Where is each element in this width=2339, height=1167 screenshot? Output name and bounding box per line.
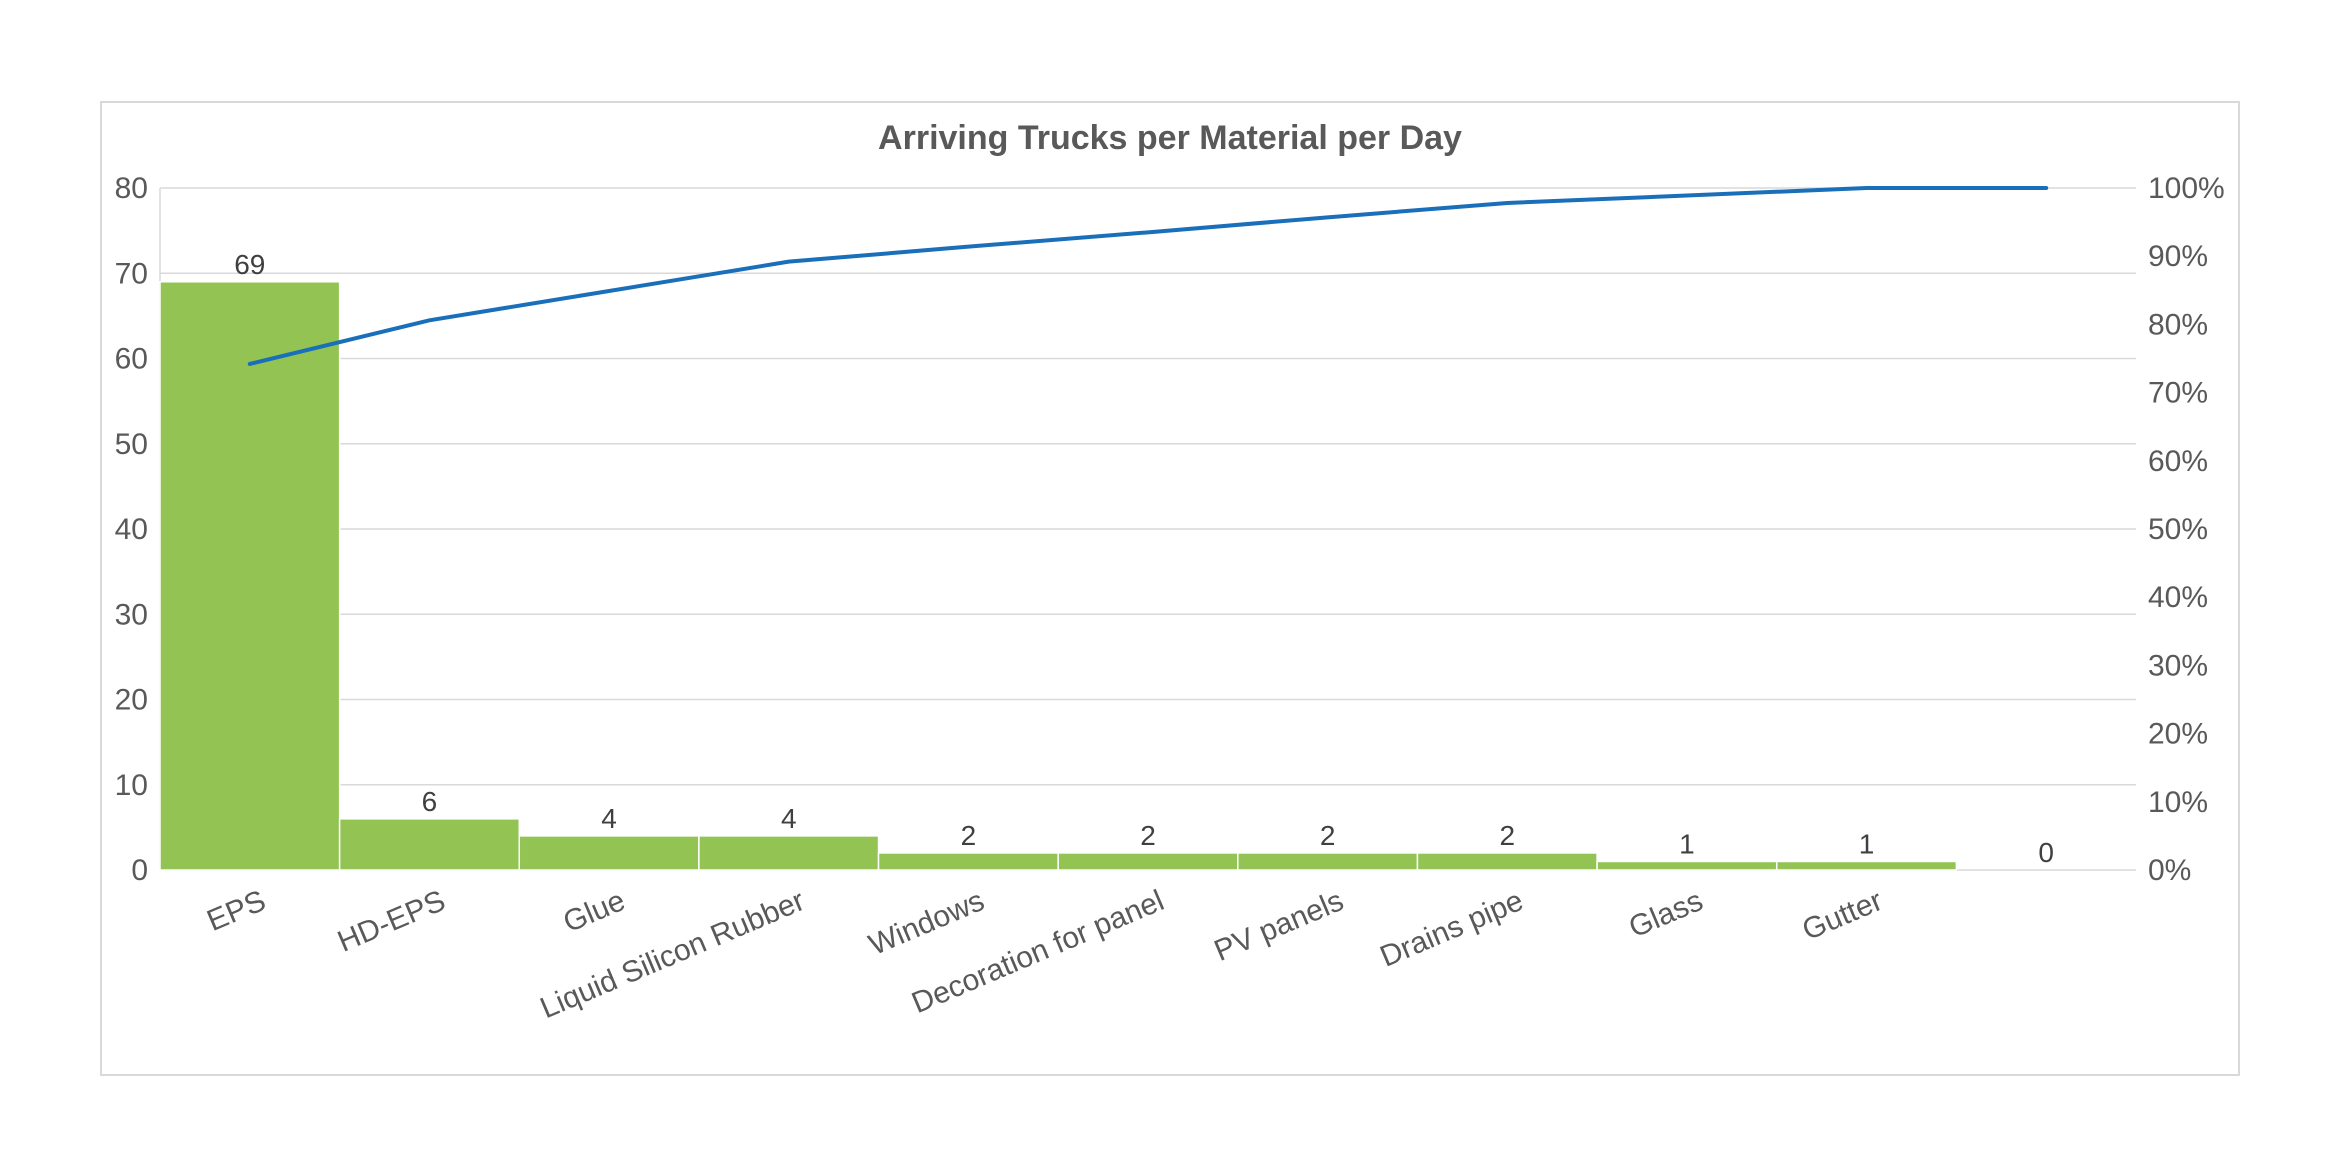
bar-value-label: 1 bbox=[1859, 828, 1875, 859]
category-label: Glue bbox=[559, 884, 630, 939]
line-point bbox=[967, 246, 969, 248]
left-axis-tick-label: 50 bbox=[115, 428, 148, 461]
right-axis-tick-label: 40% bbox=[2148, 581, 2208, 614]
left-axis-tick-label: 20 bbox=[115, 684, 148, 717]
right-axis-tick-label: 100% bbox=[2148, 172, 2225, 205]
bar-value-label: 2 bbox=[1320, 820, 1336, 851]
cumulative-line bbox=[247, 186, 2049, 366]
cumulative-line-series bbox=[247, 186, 2049, 366]
bar-value-label: 4 bbox=[601, 803, 617, 834]
bar-value-label: 69 bbox=[234, 249, 265, 280]
category-label: Glass bbox=[1624, 884, 1707, 944]
line-point bbox=[1686, 195, 1688, 197]
right-axis-tick-label: 20% bbox=[2148, 718, 2208, 751]
right-axis-tick-label: 90% bbox=[2148, 240, 2208, 273]
right-axis-tick-label: 70% bbox=[2148, 377, 2208, 410]
bar bbox=[1237, 852, 1419, 871]
right-axis: 0% 10% 20% 30% 40% 50% 60% 70% 80% 90% 100% bbox=[2148, 172, 2225, 887]
left-axis-tick-label: 40 bbox=[115, 513, 148, 546]
line-point bbox=[249, 363, 251, 365]
bar-value-label: 6 bbox=[422, 786, 438, 817]
bar bbox=[698, 835, 880, 871]
right-axis-tick-label: 0% bbox=[2148, 854, 2191, 887]
chart-svg: Arriving Trucks per Material per Day 010… bbox=[115, 119, 2225, 1025]
line-point bbox=[1327, 216, 1329, 218]
bar bbox=[1416, 852, 1598, 871]
bar bbox=[1596, 860, 1778, 871]
chart-frame: Arriving Trucks per Material per Day 0 10… bbox=[100, 101, 2240, 1076]
right-axis-tick-label: 60% bbox=[2148, 445, 2208, 478]
left-axis-tick-label: 60 bbox=[115, 343, 148, 376]
gridlines bbox=[160, 187, 2136, 871]
bar-value-label: 2 bbox=[1499, 820, 1515, 851]
line-point bbox=[1506, 202, 1508, 204]
bar bbox=[338, 818, 521, 871]
category-label: EPS bbox=[202, 884, 270, 938]
bar-value-label: 2 bbox=[961, 820, 977, 851]
left-axis-tick-label: 0 bbox=[131, 854, 148, 887]
right-axis-tick-label: 50% bbox=[2148, 513, 2208, 546]
right-axis-tick-label: 80% bbox=[2148, 308, 2208, 341]
category-label: Drains pipe bbox=[1375, 884, 1528, 974]
bar-series bbox=[159, 281, 1958, 871]
line-point bbox=[428, 319, 430, 321]
left-axis-tick-label: 30 bbox=[115, 598, 148, 631]
category-label: PV panels bbox=[1210, 884, 1349, 968]
line-point bbox=[2045, 187, 2047, 189]
left-axis-tick-label: 80 bbox=[115, 172, 148, 205]
chart-title: Arriving Trucks per Material per Day bbox=[878, 119, 1462, 157]
bar bbox=[1057, 852, 1239, 871]
bar-value-label: 2 bbox=[1140, 820, 1156, 851]
bar-value-label: 0 bbox=[2038, 837, 2054, 868]
category-label: Gutter bbox=[1798, 884, 1888, 947]
left-axis: 0 10 20 30 40 50 60 70 80 bbox=[115, 172, 161, 887]
right-axis-tick-label: 30% bbox=[2148, 649, 2208, 682]
bar bbox=[518, 835, 700, 871]
bar-value-label: 4 bbox=[781, 803, 797, 834]
bar-value-label: 1 bbox=[1679, 828, 1695, 859]
line-point bbox=[788, 261, 790, 263]
category-label: Windows bbox=[864, 884, 989, 962]
line-point bbox=[1147, 231, 1149, 233]
data-labels: 69 6 4 4 2 2 2 2 1 1 0 bbox=[234, 249, 2054, 868]
bar bbox=[159, 281, 341, 871]
left-axis-tick-label: 10 bbox=[115, 769, 148, 802]
category-label: HD-EPS bbox=[333, 884, 450, 959]
bar bbox=[877, 852, 1059, 871]
bar bbox=[1775, 860, 1958, 871]
right-axis-tick-label: 10% bbox=[2148, 786, 2208, 819]
left-axis-tick-label: 70 bbox=[115, 257, 148, 290]
line-point bbox=[1866, 187, 1868, 189]
line-point bbox=[608, 290, 610, 292]
